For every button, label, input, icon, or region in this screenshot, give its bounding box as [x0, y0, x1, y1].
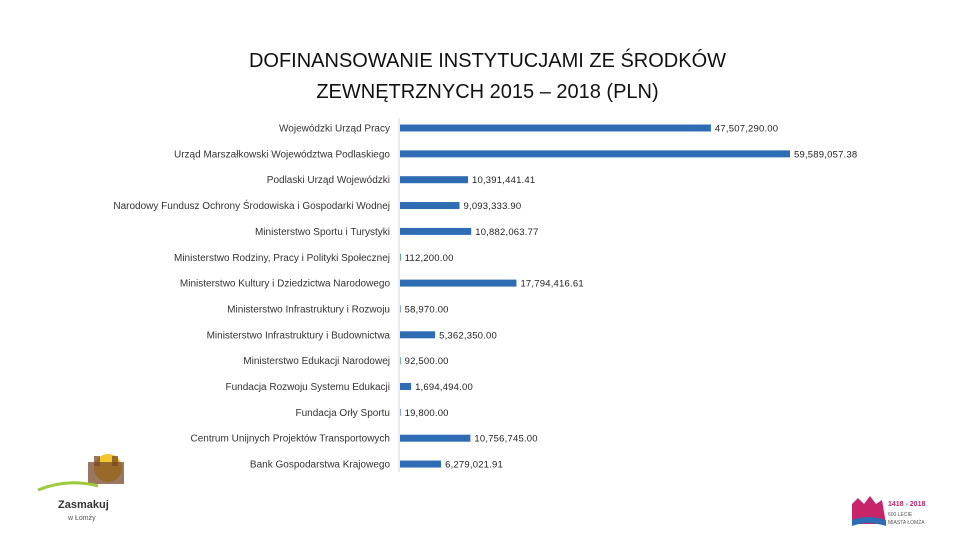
bar	[400, 357, 401, 365]
bar	[400, 124, 711, 132]
category-label: Ministerstwo Infrastruktury i Rozwoju	[227, 304, 390, 315]
logo-left-line2: w Łomży	[67, 515, 96, 522]
bar	[400, 408, 401, 416]
category-label: Fundacja Rozwoju Systemu Edukacji	[225, 382, 390, 393]
zasmakuj-logo: Zasmakuj w Łomży	[28, 448, 140, 528]
bar	[400, 331, 436, 339]
bar	[400, 383, 412, 390]
category-label: Ministerstwo Sportu i Turystyki	[255, 227, 390, 238]
category-label: Ministerstwo Kultury i Dziedzictwa Narod…	[180, 279, 391, 290]
value-label: 9,093,333.90	[464, 201, 522, 212]
category-label: Ministerstwo Edukacji Narodowej	[243, 356, 390, 367]
value-label: 58,970.00	[405, 304, 449, 315]
town-hall-icon	[88, 462, 124, 484]
logo-right-line3: MIASTA ŁOMŻA	[888, 519, 925, 526]
bar	[400, 279, 517, 287]
category-label: Fundacja Orły Sportu	[296, 408, 391, 419]
value-label: 47,507,290.00	[715, 124, 778, 135]
value-label: 112,200.00	[405, 253, 454, 264]
value-label: 10,882,063.77	[475, 227, 538, 238]
category-label: Bank Gospodarstwa Krajowego	[250, 460, 391, 471]
category-label: Ministerstwo Rodziny, Pracy i Polityki S…	[174, 253, 390, 264]
bar	[400, 253, 401, 261]
category-label: Ministerstwo Infrastruktury i Budownictw…	[207, 330, 391, 341]
bar	[400, 434, 471, 442]
value-label: 1,694,494.00	[415, 382, 473, 393]
value-label: 19,800.00	[405, 408, 449, 419]
bar	[400, 202, 460, 210]
value-label: 17,794,416.61	[520, 279, 583, 290]
value-label: 10,391,441.41	[472, 175, 535, 186]
bars-group	[400, 124, 790, 468]
value-label: 6,279,021.91	[445, 460, 503, 471]
bar	[400, 227, 472, 235]
category-label: Urząd Marszałkowski Województwa Podlaski…	[174, 149, 390, 160]
chart-title: DOFINANSOWANIE INSTYTUCJAMI ZE ŚRODKÓW Z…	[0, 46, 960, 108]
chart-title-line-2: ZEWNĘTRZNYCH 2015 – 2018 (PLN)	[316, 81, 659, 103]
bar	[400, 176, 469, 184]
value-labels-group: 47,507,290.00 59,589,057.38 10,391,441.41 9…	[405, 124, 858, 471]
castle-icon	[852, 496, 886, 524]
logo-right-line2: 600 LECIE	[888, 512, 913, 518]
category-label: Wojewódzki Urząd Pracy	[279, 124, 390, 135]
value-label: 92,500.00	[405, 356, 449, 367]
anniversary-logo: 1418 - 2018 600 LECIE MIASTA ŁOMŻA	[848, 490, 940, 532]
value-label: 59,589,057.38	[794, 149, 857, 160]
category-labels-group: Wojewódzki Urząd Pracy Urząd Marszałkowsk…	[113, 124, 390, 471]
leaf-icon	[37, 481, 99, 492]
value-label: 10,756,745.00	[474, 434, 537, 445]
chart-title-line-1: DOFINANSOWANIE INSTYTUCJAMI ZE ŚRODKÓW	[248, 50, 727, 72]
bar	[400, 305, 401, 313]
category-label: Narodowy Fundusz Ochrony Środowiska i Go…	[113, 199, 390, 212]
category-label: Centrum Unijnych Projektów Transportowyc…	[190, 434, 390, 445]
category-label: Podlaski Urząd Wojewódzki	[267, 175, 390, 186]
wave-icon	[852, 517, 886, 526]
bar	[400, 150, 790, 158]
value-label: 5,362,350.00	[439, 330, 497, 341]
bar	[400, 460, 442, 468]
logo-left-line1: Zasmakuj	[58, 499, 109, 511]
logo-right-years: 1418 - 2018	[888, 501, 925, 508]
